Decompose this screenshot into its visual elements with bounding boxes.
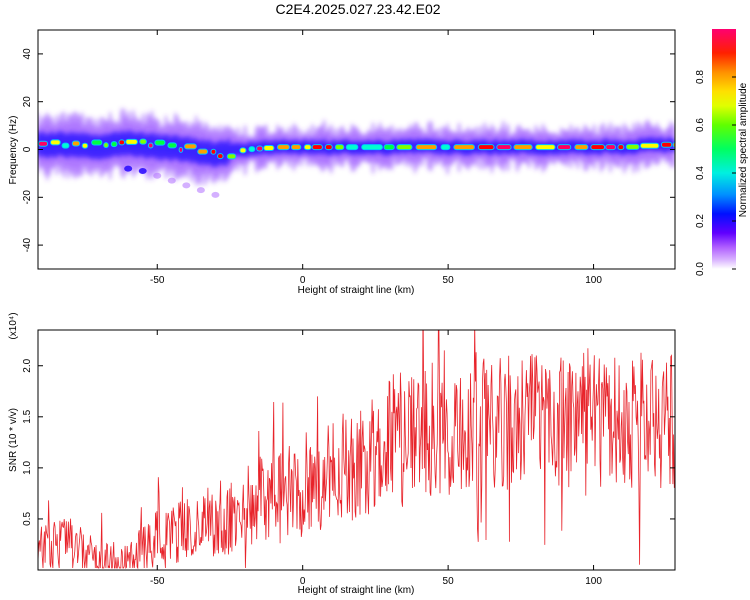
spectrogram-cell [62,143,69,148]
snr-x-ticks: -50 0 50 100 [150,330,602,587]
spectrogram-cell [227,154,236,159]
spectrogram-cell [140,139,146,144]
spectrogram-x-ticks: -50 0 50 100 [150,30,602,286]
spectrogram-cell [441,145,450,150]
spectrogram-cell [198,149,208,154]
colorbar: 0.0 0.2 0.4 0.6 0.8 Normalized spectral ampl… [695,29,749,276]
spectrogram-cell [50,140,60,145]
spectrogram-band [38,107,675,198]
snr-y-tick-label: 1.0 [22,460,33,474]
snr-y-ticks: 0.5 1.0 1.5 2.0 [22,358,675,526]
snr-x-tick-label: 50 [443,576,455,587]
snr-series-line [38,330,675,570]
snr-multiplier: (x10⁴) [8,312,19,339]
spectrogram-cell [514,145,532,150]
snr-y-tick-label: 1.5 [22,409,33,423]
spectrogram-cell [72,141,80,146]
spectrogram-cell [362,145,382,150]
snr-y-tick-label: 2.0 [22,358,33,372]
spectrogram-cell [277,145,289,150]
spectrogram-panel: -50 0 50 100 -40 -20 0 20 40 Height of straight… [8,29,676,296]
spectrogram-y-tick-label: -20 [22,190,33,205]
spectrogram-cell [155,140,165,145]
spectrogram-cell [185,144,196,149]
spectrogram-secondary-point [182,182,191,189]
spectrogram-cell [640,143,659,148]
spectrogram-y-tick-label: 0 [22,146,33,152]
spectrogram-cell [291,145,301,150]
spectrogram-cell [661,142,672,147]
spectrogram-cell [82,143,88,148]
colorbar-tick-label: 0.0 [695,262,706,276]
spectrogram-cell [240,148,246,153]
colorbar-tick-label: 0.6 [695,118,706,132]
spectrogram-cell [557,145,571,150]
spectrogram-secondary-point [138,168,147,175]
spectrogram-cell [416,145,437,150]
spectrogram-cell [397,145,412,150]
spectrogram-y-tick-label: 20 [22,96,33,108]
spectrogram-cell [335,145,344,150]
spectrogram-cell [384,145,394,150]
spectrogram-cell [454,145,474,150]
spectrogram-cell [606,145,615,150]
spectrogram-cell [673,142,675,147]
colorbar-ticks: 0.0 0.2 0.4 0.6 0.8 [695,70,736,276]
spectrogram-secondary-point [124,165,133,172]
spectrogram-cell [111,142,117,147]
snr-y-tick-label: 0.5 [22,512,33,526]
snr-x-tick-label: 100 [585,576,602,587]
snr-y-label: SNR (10 * v/v) [8,408,19,472]
snr-x-label: Height of straight line (km) [298,585,415,596]
spectrogram-cell [346,145,358,150]
spectrogram-cell [104,143,108,148]
spectrogram-y-ticks: -40 -20 0 20 40 [22,48,675,252]
spectrogram-cell [264,145,274,150]
snr-x-tick-label: 0 [300,576,306,587]
spectrogram-secondary-point [153,172,162,179]
spectrogram-cell [497,145,511,150]
spectrogram-cell [249,147,255,152]
spectrogram-cell [126,139,137,144]
spectrogram-y-label: Frequency (Hz) [8,116,19,185]
spectrogram-cell [218,154,223,159]
spectrogram-cell [312,145,322,150]
spectrogram-cell [536,145,555,150]
spectrogram-cell [119,140,125,145]
colorbar-tick-label: 0.2 [695,214,706,228]
colorbar-gradient [712,29,736,269]
spectrogram-cell [257,146,263,151]
colorbar-label: Normalized spectral amplitude [738,82,749,217]
spectrogram-cell [575,145,588,150]
chart-title: C2E4.2025.027.23.42.E02 [275,1,440,17]
spectrogram-cell [478,145,494,150]
colorbar-tick-label: 0.4 [695,166,706,180]
spectrogram-cell [618,145,624,150]
spectrogram-cell [168,143,176,148]
spectrogram-secondary-point [196,187,205,194]
snr-panel: -50 0 50 100 0.5 1.0 1.5 2.0 Height of straigh… [8,312,676,596]
spectrogram-x-tick-label: 100 [585,275,602,286]
spectrogram-cell [325,145,332,150]
spectrogram-cell [39,141,48,146]
colorbar-tick-label: 0.8 [695,70,706,84]
spectrogram-cell [179,147,183,152]
spectrogram-cell [148,143,153,148]
spectrogram-x-tick-label: 50 [443,275,455,286]
spectrogram-x-label: Height of straight line (km) [298,285,415,296]
spectrogram-secondary-point [211,191,220,198]
snr-frame [37,329,676,571]
spectrogram-cell [591,145,605,150]
spectrogram-x-tick-label: 0 [300,275,306,286]
spectrogram-cell [211,149,216,154]
spectrogram-cell [626,144,639,149]
spectrogram-y-tick-label: -40 [22,237,33,252]
spectrogram-secondary-point [167,177,176,184]
spectrogram-cell [304,145,311,150]
spectrogram-cell [92,140,102,145]
spectrogram-y-tick-label: 40 [22,48,33,60]
spectrogram-x-tick-label: -50 [150,275,165,286]
snr-x-tick-label: -50 [150,576,165,587]
